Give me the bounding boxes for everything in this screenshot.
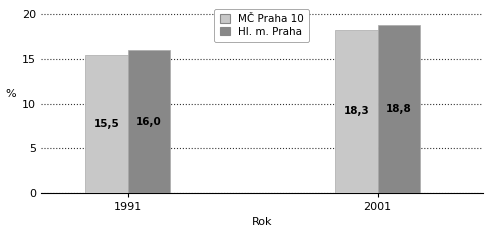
Bar bbox=[377, 25, 419, 193]
Bar bbox=[335, 30, 377, 193]
Text: 15,5: 15,5 bbox=[93, 119, 119, 129]
Bar bbox=[127, 50, 169, 193]
Text: 18,3: 18,3 bbox=[343, 106, 368, 116]
Text: 18,8: 18,8 bbox=[385, 104, 411, 114]
Bar bbox=[85, 55, 127, 193]
Legend: MČ Praha 10, Hl. m. Praha: MČ Praha 10, Hl. m. Praha bbox=[214, 9, 308, 42]
Text: 16,0: 16,0 bbox=[136, 116, 161, 127]
Y-axis label: %: % bbox=[5, 89, 16, 99]
X-axis label: Rok: Rok bbox=[251, 217, 272, 227]
